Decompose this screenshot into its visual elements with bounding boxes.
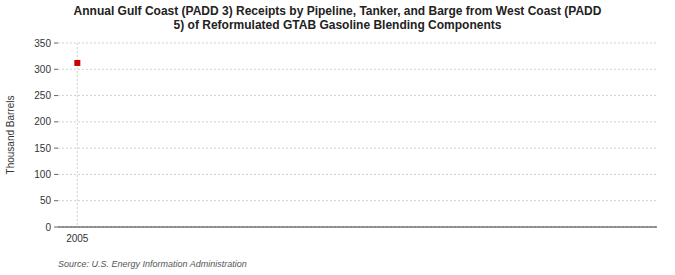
grid-line-y [58, 200, 657, 201]
source: Source: U.S. Energy Information Administ… [58, 259, 247, 269]
y-tick [54, 174, 58, 175]
title-line: Annual Gulf Coast (PADD 3) Receipts by P… [74, 4, 602, 18]
y-tick-label: 200 [34, 116, 51, 127]
y-tick [54, 121, 58, 122]
grid-line-y [58, 43, 657, 44]
grid-line-y [58, 121, 657, 122]
grid-line-y [58, 69, 657, 70]
data [74, 60, 80, 66]
chart: Annual Gulf Coast (PADD 3) Receipts by P… [0, 0, 675, 275]
grid [58, 43, 657, 227]
grid-line-y [58, 174, 657, 175]
grid-line-y [58, 95, 657, 96]
x-tick-label: 2005 [66, 233, 89, 244]
title: Annual Gulf Coast (PADD 3) Receipts by P… [74, 4, 602, 32]
y-tick-label: 150 [34, 143, 51, 154]
title-line: 5) of Reformulated GTAB Gasoline Blendin… [174, 18, 502, 32]
y-tick [54, 95, 58, 96]
y-tick [54, 227, 58, 228]
x-axis-line [58, 227, 657, 228]
y-tick [54, 43, 58, 44]
y-axis-label: Thousand Barrels [5, 96, 16, 175]
y-axis: 0 50 100 150 200 250 300 350 [34, 38, 58, 233]
y-tick-label: 100 [34, 169, 51, 180]
y-tick [54, 69, 58, 70]
y-tick [54, 148, 58, 149]
grid-line-y [58, 148, 657, 149]
y-tick-label: 250 [34, 90, 51, 101]
y-tick-label: 300 [34, 64, 51, 75]
x-axis: 2005 [58, 227, 657, 244]
point [74, 60, 80, 66]
grid-line-y [58, 227, 657, 228]
y-tick-label: 0 [45, 222, 51, 233]
y-tick-label: 350 [34, 38, 51, 49]
y-tick-label: 50 [40, 195, 52, 206]
y-tick [54, 200, 58, 201]
grid-line-x [77, 43, 78, 227]
